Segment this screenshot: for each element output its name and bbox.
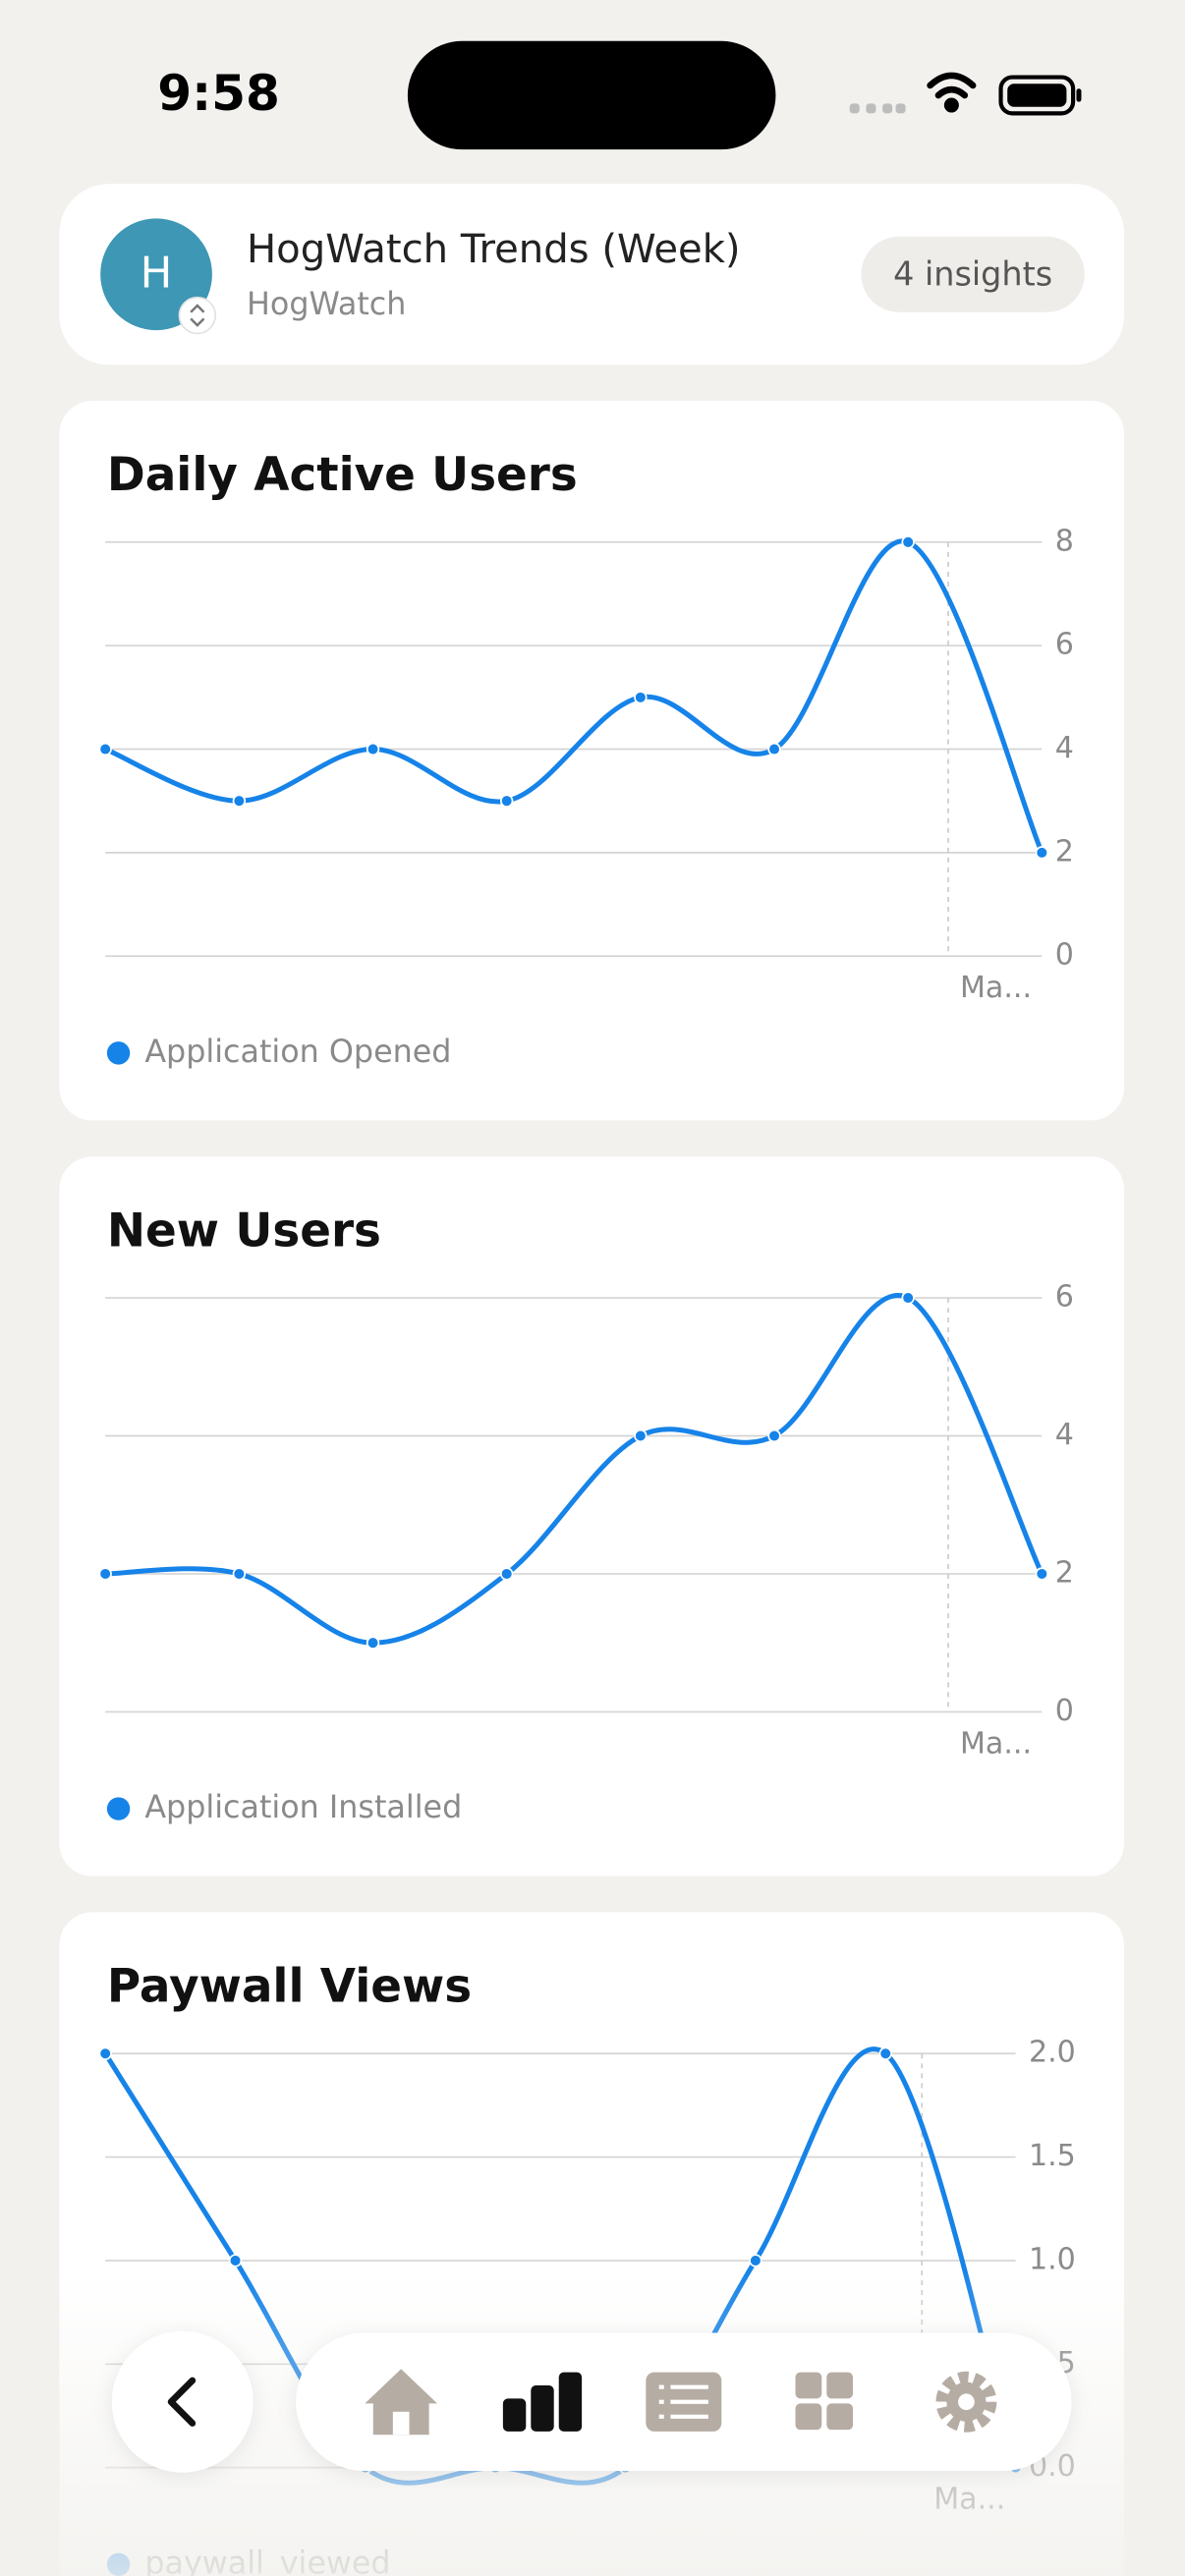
header-card[interactable] xyxy=(59,184,1124,365)
y-tick-label: 1.5 xyxy=(1029,2139,1076,2173)
status-time: 9:58 xyxy=(157,64,280,122)
y-tick-label: 6 xyxy=(1055,1280,1074,1315)
dynamic-island xyxy=(407,40,776,150)
data-point xyxy=(366,742,380,756)
data-point xyxy=(634,691,648,704)
chart-title: Paywall Views xyxy=(107,1961,472,2014)
y-tick-label: 0 xyxy=(1055,938,1074,973)
data-point xyxy=(1035,846,1049,860)
data-point xyxy=(901,535,915,549)
data-point xyxy=(901,1291,915,1305)
back-icon xyxy=(167,2377,197,2427)
header-subtitle: HogWatch xyxy=(247,287,406,322)
series-line xyxy=(105,1293,1044,1646)
y-tick-label: 8 xyxy=(1055,524,1074,558)
data-point xyxy=(878,2046,892,2060)
y-tick-label: 6 xyxy=(1055,628,1074,662)
back-button[interactable] xyxy=(111,2330,254,2473)
chart-title: New Users xyxy=(107,1204,381,1258)
data-point xyxy=(634,1428,648,1443)
data-point xyxy=(232,794,247,808)
data-point xyxy=(767,742,781,756)
insights-label: 4 insights xyxy=(893,254,1052,293)
tab-insights[interactable] xyxy=(502,2372,583,2432)
data-point xyxy=(1035,1567,1049,1581)
signal xyxy=(849,103,906,114)
chart-title: Daily Active Users xyxy=(107,449,578,502)
y-tick-label: 2 xyxy=(1055,834,1074,868)
data-point xyxy=(749,2254,762,2268)
data-point xyxy=(228,2254,243,2268)
y-tick-label: 0 xyxy=(1055,1694,1074,1728)
legend-label: Application Opened xyxy=(144,1035,451,1070)
x-annotation: Ma... xyxy=(960,971,1032,1005)
legend-swatch xyxy=(106,1041,131,1065)
data-point xyxy=(98,1567,112,1581)
wifi xyxy=(927,72,977,113)
tab-home[interactable] xyxy=(365,2369,437,2436)
battery xyxy=(998,75,1082,116)
data-point xyxy=(366,1636,380,1650)
y-tick-label: 2 xyxy=(1055,1555,1074,1590)
tab-settings[interactable] xyxy=(935,2371,997,2433)
tab-dashboards[interactable] xyxy=(795,2372,854,2431)
legend-swatch xyxy=(106,1797,131,1820)
data-point xyxy=(499,1567,514,1581)
y-tick-label: 2.0 xyxy=(1029,2036,1076,2070)
chevrons xyxy=(190,304,205,327)
avatar-letter: H xyxy=(141,249,173,298)
data-point xyxy=(767,1428,781,1443)
insights-badge[interactable] xyxy=(861,236,1085,312)
data-point xyxy=(499,794,514,808)
legend-label: Application Installed xyxy=(144,1790,462,1825)
switch-icon[interactable] xyxy=(178,296,217,335)
chart-card xyxy=(59,401,1124,1121)
tab-list[interactable] xyxy=(646,2372,722,2432)
header-title: HogWatch Trends (Week) xyxy=(247,227,741,272)
chart-card xyxy=(59,1156,1124,1876)
x-annotation: Ma... xyxy=(960,1726,1032,1761)
y-tick-label: 4 xyxy=(1055,731,1074,765)
data-point xyxy=(98,742,112,756)
y-tick-label: 4 xyxy=(1055,1418,1074,1452)
data-point xyxy=(98,2046,112,2060)
data-point xyxy=(232,1567,247,1581)
